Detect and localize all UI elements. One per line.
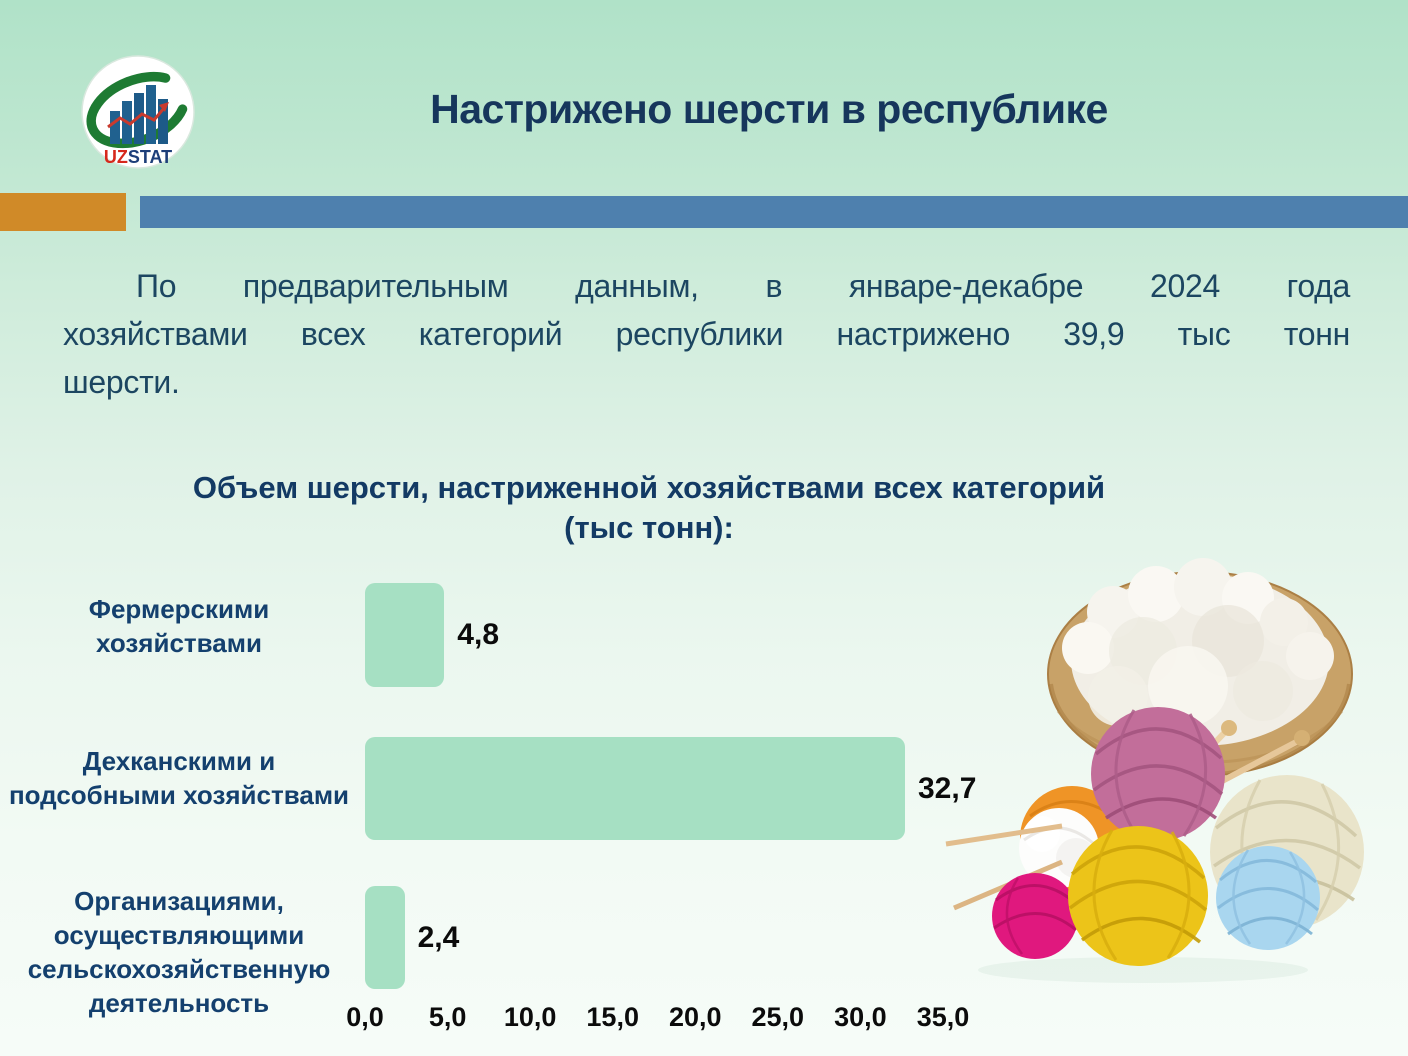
bar-value-farms: 4,8 bbox=[457, 618, 500, 651]
x-tick: 10,0 bbox=[503, 1002, 557, 1032]
page-title: Настрижено шерсти в республике bbox=[430, 86, 1108, 132]
category-label-farms: Фермерскими хозяйствами bbox=[88, 594, 270, 658]
bar-row-organizations: 2,4 bbox=[365, 886, 459, 989]
x-axis: 0,0 5,0 10,0 15,0 20,0 25,0 30,0 35,0 bbox=[0, 1002, 1408, 1036]
logo-wordmark: UZSTAT bbox=[104, 147, 172, 167]
bar-row-farms: 4,8 bbox=[365, 583, 499, 687]
yarn-ball-pink-icon bbox=[1091, 707, 1225, 841]
x-tick: 35,0 bbox=[916, 1002, 970, 1032]
category-label-dehkan: Дехканскими и подсобными хозяйствами bbox=[8, 746, 350, 810]
intro-line: По предварительным данным, в январе-дека… bbox=[136, 268, 1350, 304]
bar-row-dehkan: 32,7 bbox=[365, 737, 976, 840]
x-tick: 25,0 bbox=[751, 1002, 805, 1032]
bar-value-dehkan: 32,7 bbox=[918, 771, 977, 805]
shadow bbox=[978, 957, 1308, 983]
bar-dehkan bbox=[365, 737, 905, 840]
bar-farms bbox=[365, 583, 445, 687]
uzstat-logo-icon: UZSTAT bbox=[81, 55, 195, 169]
x-tick: 30,0 bbox=[834, 1002, 887, 1032]
intro-paragraph: По предварительным данным, в январе-дека… bbox=[63, 262, 1350, 406]
intro-line: шерсти. bbox=[63, 364, 180, 400]
divider-blue-bar bbox=[140, 196, 1408, 228]
yarn-ball-yellow-icon bbox=[1068, 826, 1208, 966]
intro-line: хозяйствами всех категорий республики на… bbox=[63, 316, 1350, 352]
chart-title-line2: (тыс тонн): bbox=[564, 510, 734, 545]
chart-title-line1: Объем шерсти, настриженной хозяйствами в… bbox=[192, 470, 1106, 505]
x-tick: 5,0 bbox=[428, 1002, 467, 1032]
yarn-ball-blue-icon bbox=[1216, 846, 1320, 950]
x-tick: 0,0 bbox=[346, 1002, 384, 1032]
chart-title: Объем шерсти, настриженной хозяйствами в… bbox=[0, 468, 1298, 548]
bar-organizations bbox=[365, 886, 405, 989]
yarn-ball-magenta-icon bbox=[992, 873, 1078, 959]
divider-orange-block bbox=[0, 193, 126, 231]
x-tick: 15,0 bbox=[586, 1002, 639, 1032]
uzstat-logo: UZSTAT bbox=[80, 54, 196, 178]
logo-trend-line-icon bbox=[107, 102, 169, 129]
category-label-organizations: Организациями, осуществляющими сельскохо… bbox=[27, 886, 331, 1018]
wool-yarn-image bbox=[938, 556, 1408, 1026]
x-tick: 20,0 bbox=[669, 1002, 722, 1032]
bar-value-organizations: 2,4 bbox=[417, 920, 460, 954]
